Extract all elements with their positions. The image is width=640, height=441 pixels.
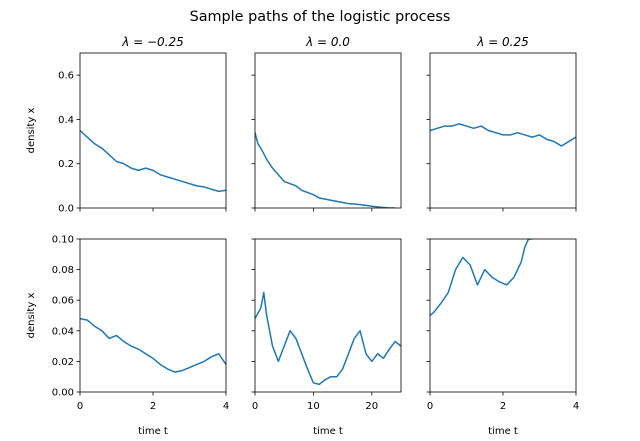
subplot-5: 0 10 20 time t	[251, 238, 402, 437]
x-tick-label: 4	[573, 401, 579, 412]
subplot-grid: 0.0 0.2 0.4 0.6 λ = −0.25 density x λ = 0.0 λ =…	[26, 35, 579, 437]
subplot-title: λ = −0.25	[121, 35, 184, 49]
y-tick-label: 0.00	[52, 388, 74, 399]
subplot-title: λ = 0.25	[476, 35, 529, 49]
subplot-1: 0.0 0.2 0.4 0.6 λ = −0.25 density x	[26, 35, 227, 215]
y-tick-label: 0.10	[52, 235, 74, 246]
y-tick-label: 0.2	[58, 159, 74, 170]
subplot-3: λ = 0.25	[426, 35, 577, 212]
axes-frame	[254, 238, 402, 393]
y-tick-label: 0.6	[58, 71, 74, 82]
x-tick-label: 20	[365, 401, 378, 412]
x-axis-label: time t	[488, 426, 518, 437]
x-axis-label: time t	[138, 426, 168, 437]
x-tick-label: 2	[500, 401, 506, 412]
series-line-1	[430, 239, 533, 317]
subplot-title: λ = 0.0	[305, 35, 350, 49]
series-line-1	[80, 129, 226, 193]
subplot-6: 0 2 4 time t	[426, 238, 579, 437]
series-line-1	[255, 291, 401, 386]
series-line-1	[430, 123, 576, 147]
x-tick-label: 4	[223, 401, 229, 412]
y-tick-label: 0.08	[52, 265, 74, 276]
y-tick-label: 0.0	[58, 204, 74, 215]
y-tick-label: 0.4	[58, 115, 74, 126]
series-line-1	[255, 132, 396, 208]
series-line-1	[80, 317, 226, 373]
figure-title: Sample paths of the logistic process	[190, 9, 451, 25]
y-axis-label: density x	[26, 108, 37, 154]
subplot-2: λ = 0.0	[251, 35, 402, 212]
x-tick-label: 10	[307, 401, 320, 412]
x-axis-label: time t	[313, 426, 343, 437]
y-tick-label: 0.02	[52, 357, 74, 368]
x-tick-label: 2	[150, 401, 156, 412]
y-tick-label: 0.06	[52, 296, 74, 307]
subplot-4: 0 2 4 0.00 0.02 0.04 0.06 0.08 0.10 time t density…	[26, 235, 229, 438]
x-tick-label: 0	[77, 401, 83, 412]
axes-frame	[254, 52, 402, 209]
x-tick-label: 0	[427, 401, 433, 412]
y-axis-label: density x	[26, 293, 37, 339]
y-tick-label: 0.04	[52, 326, 74, 337]
x-tick-label: 0	[252, 401, 258, 412]
